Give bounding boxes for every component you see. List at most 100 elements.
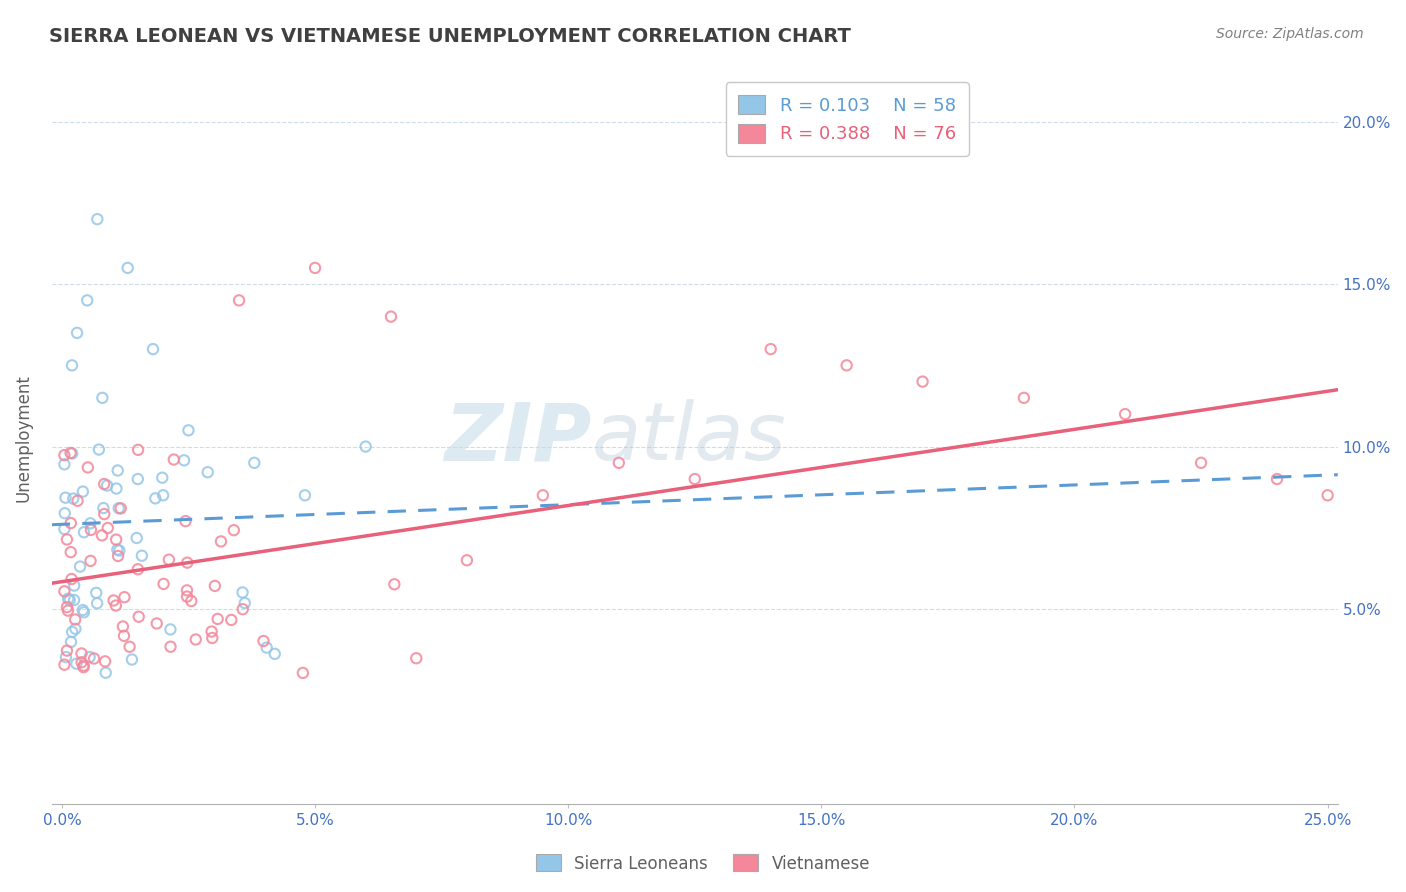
Point <box>256 640 278 655</box>
Point <box>111 619 134 633</box>
Point <box>96 478 118 492</box>
Point <box>118 640 141 654</box>
Point <box>86 212 108 227</box>
Point <box>180 594 202 608</box>
Point <box>63 593 86 607</box>
Point <box>354 440 377 454</box>
Point <box>159 623 181 637</box>
Point <box>53 506 76 520</box>
Point <box>60 635 83 649</box>
Point <box>405 651 427 665</box>
Point <box>380 310 402 324</box>
Point <box>59 593 82 607</box>
Point <box>152 488 174 502</box>
Point <box>93 501 115 516</box>
Point <box>243 456 266 470</box>
Point <box>56 591 79 606</box>
Point <box>72 658 94 673</box>
Point <box>80 523 103 537</box>
Point <box>62 491 84 506</box>
Point <box>176 590 198 604</box>
Point <box>209 534 232 549</box>
Point <box>65 657 87 671</box>
Point <box>174 514 197 528</box>
Point <box>60 446 83 460</box>
Point <box>53 584 76 599</box>
Point <box>56 533 79 547</box>
Point <box>911 375 934 389</box>
Point <box>835 359 858 373</box>
Point <box>531 488 554 502</box>
Point <box>294 488 316 502</box>
Point <box>105 533 128 547</box>
Point <box>72 484 94 499</box>
Point <box>59 545 82 559</box>
Point <box>65 622 87 636</box>
Point <box>79 516 101 531</box>
Point <box>263 647 285 661</box>
Point <box>60 624 83 639</box>
Point <box>1316 488 1339 502</box>
Point <box>1189 456 1212 470</box>
Point <box>176 583 198 598</box>
Point <box>93 507 115 521</box>
Point <box>127 562 149 576</box>
Point <box>56 643 79 657</box>
Point <box>53 458 76 472</box>
Point <box>56 604 79 618</box>
Point <box>53 522 76 536</box>
Point <box>163 452 186 467</box>
Legend: R = 0.103    N = 58, R = 0.388    N = 76: R = 0.103 N = 58, R = 0.388 N = 76 <box>725 82 969 156</box>
Point <box>105 542 128 557</box>
Point <box>107 501 129 516</box>
Point <box>65 612 87 626</box>
Point <box>204 579 226 593</box>
Point <box>221 613 243 627</box>
Point <box>200 624 222 639</box>
Point <box>143 491 166 506</box>
Point <box>63 578 86 592</box>
Point <box>107 549 129 563</box>
Point <box>87 442 110 457</box>
Y-axis label: Unemployment: Unemployment <box>15 375 32 502</box>
Point <box>76 460 98 475</box>
Text: ZIP: ZIP <box>444 400 592 477</box>
Point <box>228 293 250 308</box>
Point <box>232 585 254 599</box>
Point <box>86 596 108 610</box>
Point <box>60 572 83 586</box>
Point <box>201 631 224 645</box>
Point <box>70 655 93 669</box>
Point <box>93 477 115 491</box>
Point <box>94 665 117 680</box>
Text: atlas: atlas <box>592 400 786 477</box>
Point <box>128 609 150 624</box>
Point <box>112 629 135 643</box>
Point <box>55 491 77 505</box>
Point <box>131 549 153 563</box>
Point <box>607 456 630 470</box>
Point <box>207 612 229 626</box>
Point <box>97 521 120 535</box>
Point <box>114 591 136 605</box>
Point <box>76 293 98 308</box>
Point <box>105 482 128 496</box>
Point <box>59 446 82 460</box>
Point <box>1012 391 1035 405</box>
Point <box>232 602 254 616</box>
Point <box>176 556 198 570</box>
Point <box>94 654 117 668</box>
Point <box>60 359 83 373</box>
Point <box>382 577 405 591</box>
Point <box>127 442 149 457</box>
Point <box>73 525 96 540</box>
Point <box>456 553 478 567</box>
Point <box>683 472 706 486</box>
Point <box>117 260 139 275</box>
Point <box>70 647 93 661</box>
Text: Source: ZipAtlas.com: Source: ZipAtlas.com <box>1216 27 1364 41</box>
Point <box>66 493 89 508</box>
Point <box>1265 472 1288 486</box>
Point <box>127 472 149 486</box>
Point <box>79 554 101 568</box>
